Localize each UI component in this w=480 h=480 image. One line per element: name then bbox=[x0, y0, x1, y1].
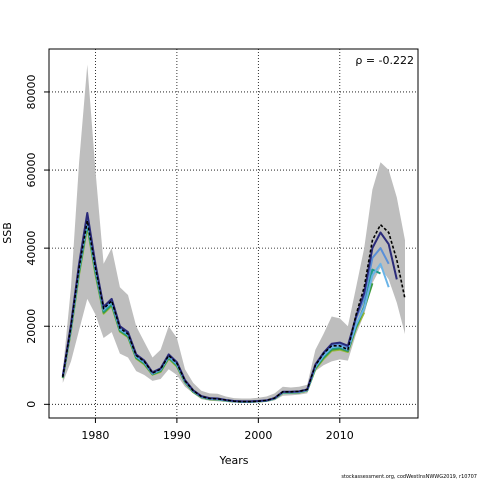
x-axis-title: Years bbox=[218, 454, 248, 467]
plot-frame bbox=[48, 48, 419, 419]
y-tick-label-0: 0 bbox=[25, 401, 38, 408]
confidence-band-layer bbox=[62, 64, 406, 403]
y-axis-ticks: 0 20000 40000 60000 80000 bbox=[25, 75, 49, 408]
y-axis-title: SSB bbox=[1, 222, 14, 244]
x-tick-label-2000: 2000 bbox=[244, 429, 272, 442]
confidence-band bbox=[62, 64, 406, 403]
footer-credit: stockassessment.org, codWestInsNWWG2019,… bbox=[341, 474, 477, 480]
y-tick-label-80000: 80000 bbox=[25, 75, 38, 110]
x-tick-label-2010: 2010 bbox=[326, 429, 354, 442]
series-layer bbox=[61, 212, 406, 403]
series-line-1 bbox=[62, 220, 406, 403]
rho-annotation: ρ = -0.222 bbox=[355, 54, 414, 67]
gridlines bbox=[49, 49, 418, 418]
x-tick-label-1990: 1990 bbox=[163, 429, 191, 442]
y-tick-label-20000: 20000 bbox=[25, 309, 38, 344]
x-tick-label-1980: 1980 bbox=[81, 429, 109, 442]
y-tick-label-60000: 60000 bbox=[25, 153, 38, 188]
y-tick-label-40000: 40000 bbox=[25, 231, 38, 266]
x-axis-ticks: 1980 1990 2000 2010 bbox=[81, 418, 354, 442]
